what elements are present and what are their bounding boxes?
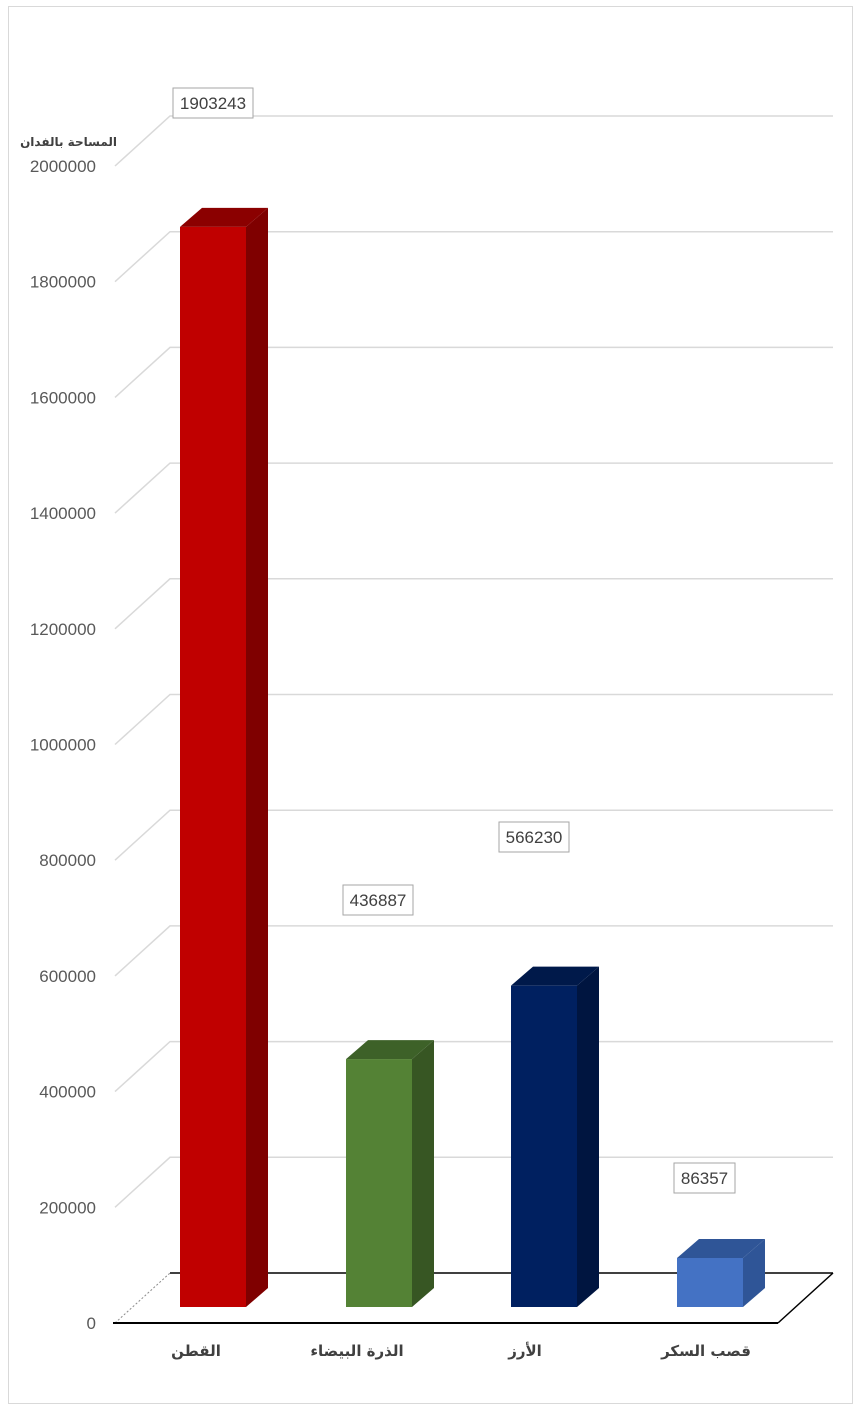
gridline — [114, 462, 833, 514]
gridline — [114, 809, 833, 861]
data-label-box — [673, 1162, 736, 1194]
data-label: 436887 — [342, 884, 414, 916]
bar-side-face — [577, 966, 599, 1307]
category-label: قصب السكر — [660, 1342, 751, 1360]
y-tick-label: 400000 — [39, 1083, 96, 1102]
data-label: 1903243 — [172, 87, 254, 119]
bars — [180, 207, 765, 1308]
y-tick-label: 0 — [87, 1314, 96, 1333]
bar — [180, 207, 268, 1308]
category-label: الأرز — [507, 1342, 542, 1360]
gridline — [114, 346, 833, 398]
gridline — [114, 925, 833, 977]
gridline — [114, 578, 833, 630]
y-tick-label: 1800000 — [30, 273, 96, 292]
bar-front-face — [180, 226, 246, 1308]
data-label-text: 86357 — [681, 1169, 728, 1188]
floor-left-edge — [114, 1272, 171, 1324]
bar — [677, 1238, 765, 1307]
floor-right-edge — [777, 1272, 834, 1324]
bar-front-face — [346, 1059, 412, 1307]
bar-top-face — [346, 1040, 434, 1060]
data-label-box — [172, 87, 254, 119]
data-label-text: 436887 — [350, 891, 407, 910]
y-tick-label: 200000 — [39, 1198, 96, 1217]
data-label: 86357 — [673, 1162, 736, 1194]
gridlines — [114, 115, 833, 1208]
y-tick-label: 1200000 — [30, 620, 96, 639]
gridline — [114, 230, 833, 283]
data-label: 566230 — [498, 821, 570, 853]
bar — [511, 966, 599, 1307]
bar-front-face — [511, 985, 577, 1307]
bar-side-face — [412, 1040, 434, 1307]
y-tick-label: 1600000 — [30, 388, 96, 407]
data-label-box — [498, 821, 570, 853]
category-label: الذرة البيضاء — [310, 1342, 403, 1360]
data-label-text: 1903243 — [180, 94, 246, 113]
gridline — [114, 115, 833, 167]
bar-top-face — [180, 207, 268, 227]
x-axis-categories: القطن الذرة البيضاء الأرز قصب السكر — [171, 1342, 751, 1360]
data-labels: 1903243 436887 566230 86357 — [172, 87, 736, 1194]
y-axis-ticks: 0 200000 400000 600000 800000 1000000 1200000 1… — [30, 157, 96, 1333]
bar-front-face — [677, 1257, 743, 1307]
y-axis-title: المساحة بالفدان — [20, 135, 117, 149]
gridline — [114, 1156, 833, 1208]
y-tick-label: 1000000 — [30, 736, 96, 755]
y-tick-label: 600000 — [39, 967, 96, 986]
bar-side-face — [743, 1238, 765, 1307]
bar-side-face — [246, 207, 268, 1308]
y-tick-label: 800000 — [39, 851, 96, 870]
y-tick-label: 2000000 — [30, 157, 96, 176]
gridline — [114, 693, 833, 746]
bar-top-face — [511, 966, 599, 986]
bar-top-face — [677, 1238, 765, 1258]
bar — [346, 1040, 434, 1307]
category-label: القطن — [171, 1342, 221, 1360]
data-label-box — [342, 884, 414, 916]
data-label-text: 566230 — [506, 828, 563, 847]
y-tick-label: 1400000 — [30, 504, 96, 523]
gridline — [114, 1040, 833, 1093]
